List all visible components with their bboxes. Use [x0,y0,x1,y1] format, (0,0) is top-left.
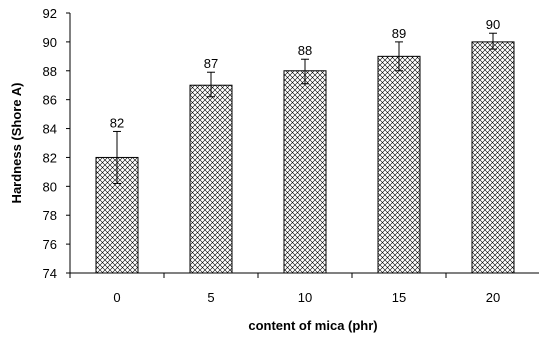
x-tick-label: 15 [392,290,406,305]
x-tick-label: 20 [486,290,500,305]
error-bar [395,41,403,72]
data-label: 82 [110,115,124,130]
bar [377,55,421,274]
y-tick-label: 74 [43,266,57,281]
data-labels-layer: 82 87 88 89 90 [110,17,500,130]
y-tick-label: 88 [43,64,57,79]
data-label: 90 [486,17,500,32]
x-tick-label: 5 [207,290,214,305]
y-axis-label: Hardness (Shore A) [9,83,24,204]
data-label: 88 [298,43,312,58]
bar [471,41,515,274]
x-axis-ticks: 0 5 10 15 20 [69,273,500,305]
y-axis-ticks: 74 76 78 80 82 84 86 88 90 92 [43,6,70,281]
x-axis-label: content of mica (phr) [248,318,377,333]
y-tick-label: 78 [43,208,57,223]
error-bar [113,130,121,184]
x-tick-label: 0 [113,290,120,305]
y-tick-label: 90 [43,35,57,50]
error-bar [207,71,215,98]
error-bar [301,58,309,85]
y-tick-label: 76 [43,237,57,252]
error-bar [489,32,497,50]
bar [283,70,327,274]
x-tick-label: 10 [298,290,312,305]
y-tick-label: 82 [43,150,57,165]
y-tick-label: 80 [43,179,57,194]
data-label: 89 [392,26,406,41]
y-tick-label: 92 [43,6,57,21]
y-tick-label: 86 [43,93,57,108]
y-tick-label: 84 [43,122,57,137]
error-bars-layer [113,32,497,184]
bar [189,84,233,274]
data-label: 87 [204,56,218,71]
